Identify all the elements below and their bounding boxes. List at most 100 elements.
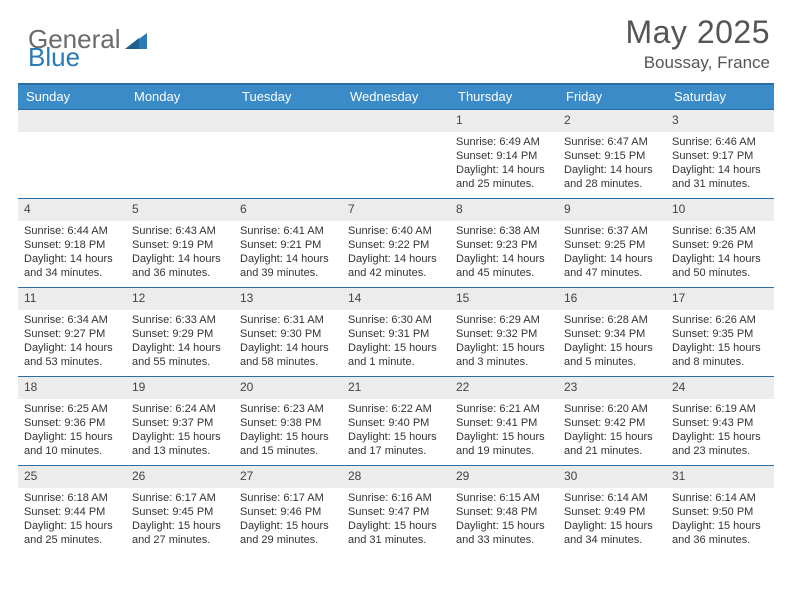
sunset-text: Sunset: 9:30 PM <box>240 327 336 341</box>
day-body: Sunrise: 6:26 AMSunset: 9:35 PMDaylight:… <box>666 310 774 374</box>
logo-line2: Blue <box>28 42 80 73</box>
sunrise-text: Sunrise: 6:22 AM <box>348 402 444 416</box>
daylight-text: Daylight: 15 hours and 21 minutes. <box>564 430 660 459</box>
day-body: Sunrise: 6:35 AMSunset: 9:26 PMDaylight:… <box>666 221 774 285</box>
day-body <box>342 132 450 139</box>
sunset-text: Sunset: 9:32 PM <box>456 327 552 341</box>
sunrise-text: Sunrise: 6:26 AM <box>672 313 768 327</box>
week-row: 1Sunrise: 6:49 AMSunset: 9:14 PMDaylight… <box>18 109 774 198</box>
logo-text-2: Blue <box>28 42 80 72</box>
sunset-text: Sunset: 9:15 PM <box>564 149 660 163</box>
day-cell: 26Sunrise: 6:17 AMSunset: 9:45 PMDayligh… <box>126 466 234 554</box>
daylight-text: Daylight: 15 hours and 19 minutes. <box>456 430 552 459</box>
location: Boussay, France <box>625 53 770 73</box>
day-number: 28 <box>342 466 450 488</box>
day-number <box>234 110 342 132</box>
day-number: 10 <box>666 199 774 221</box>
day-body: Sunrise: 6:19 AMSunset: 9:43 PMDaylight:… <box>666 399 774 463</box>
daylight-text: Daylight: 15 hours and 34 minutes. <box>564 519 660 548</box>
sunrise-text: Sunrise: 6:17 AM <box>132 491 228 505</box>
sunrise-text: Sunrise: 6:14 AM <box>672 491 768 505</box>
day-body: Sunrise: 6:40 AMSunset: 9:22 PMDaylight:… <box>342 221 450 285</box>
day-number: 18 <box>18 377 126 399</box>
header: General May 2025 Boussay, France <box>18 14 774 73</box>
daylight-text: Daylight: 14 hours and 55 minutes. <box>132 341 228 370</box>
day-body: Sunrise: 6:34 AMSunset: 9:27 PMDaylight:… <box>18 310 126 374</box>
day-number: 3 <box>666 110 774 132</box>
sunset-text: Sunset: 9:49 PM <box>564 505 660 519</box>
sunset-text: Sunset: 9:23 PM <box>456 238 552 252</box>
day-body: Sunrise: 6:21 AMSunset: 9:41 PMDaylight:… <box>450 399 558 463</box>
daylight-text: Daylight: 15 hours and 3 minutes. <box>456 341 552 370</box>
daylight-text: Daylight: 14 hours and 47 minutes. <box>564 252 660 281</box>
day-body: Sunrise: 6:17 AMSunset: 9:46 PMDaylight:… <box>234 488 342 552</box>
sunset-text: Sunset: 9:43 PM <box>672 416 768 430</box>
day-body: Sunrise: 6:22 AMSunset: 9:40 PMDaylight:… <box>342 399 450 463</box>
day-number: 13 <box>234 288 342 310</box>
sunset-text: Sunset: 9:38 PM <box>240 416 336 430</box>
daylight-text: Daylight: 15 hours and 31 minutes. <box>348 519 444 548</box>
sunrise-text: Sunrise: 6:33 AM <box>132 313 228 327</box>
day-number: 15 <box>450 288 558 310</box>
sunset-text: Sunset: 9:29 PM <box>132 327 228 341</box>
daylight-text: Daylight: 14 hours and 53 minutes. <box>24 341 120 370</box>
sunset-text: Sunset: 9:50 PM <box>672 505 768 519</box>
day-body: Sunrise: 6:43 AMSunset: 9:19 PMDaylight:… <box>126 221 234 285</box>
day-cell: 31Sunrise: 6:14 AMSunset: 9:50 PMDayligh… <box>666 466 774 554</box>
sunrise-text: Sunrise: 6:17 AM <box>240 491 336 505</box>
sunset-text: Sunset: 9:22 PM <box>348 238 444 252</box>
daylight-text: Daylight: 14 hours and 34 minutes. <box>24 252 120 281</box>
weekday-header: Saturday <box>666 85 774 109</box>
day-number: 7 <box>342 199 450 221</box>
sunset-text: Sunset: 9:44 PM <box>24 505 120 519</box>
day-number: 5 <box>126 199 234 221</box>
sunset-text: Sunset: 9:37 PM <box>132 416 228 430</box>
week-row: 11Sunrise: 6:34 AMSunset: 9:27 PMDayligh… <box>18 287 774 376</box>
daylight-text: Daylight: 15 hours and 29 minutes. <box>240 519 336 548</box>
day-body: Sunrise: 6:46 AMSunset: 9:17 PMDaylight:… <box>666 132 774 196</box>
weekday-header: Thursday <box>450 85 558 109</box>
sunset-text: Sunset: 9:36 PM <box>24 416 120 430</box>
day-body: Sunrise: 6:24 AMSunset: 9:37 PMDaylight:… <box>126 399 234 463</box>
sunset-text: Sunset: 9:14 PM <box>456 149 552 163</box>
daylight-text: Daylight: 14 hours and 42 minutes. <box>348 252 444 281</box>
sunset-text: Sunset: 9:40 PM <box>348 416 444 430</box>
day-body: Sunrise: 6:16 AMSunset: 9:47 PMDaylight:… <box>342 488 450 552</box>
day-number: 8 <box>450 199 558 221</box>
daylight-text: Daylight: 14 hours and 25 minutes. <box>456 163 552 192</box>
day-cell: 21Sunrise: 6:22 AMSunset: 9:40 PMDayligh… <box>342 377 450 465</box>
day-number: 16 <box>558 288 666 310</box>
day-cell <box>18 110 126 198</box>
day-number: 24 <box>666 377 774 399</box>
sunset-text: Sunset: 9:21 PM <box>240 238 336 252</box>
day-body: Sunrise: 6:37 AMSunset: 9:25 PMDaylight:… <box>558 221 666 285</box>
daylight-text: Daylight: 14 hours and 31 minutes. <box>672 163 768 192</box>
day-number: 6 <box>234 199 342 221</box>
day-cell: 7Sunrise: 6:40 AMSunset: 9:22 PMDaylight… <box>342 199 450 287</box>
sunset-text: Sunset: 9:42 PM <box>564 416 660 430</box>
day-number: 26 <box>126 466 234 488</box>
daylight-text: Daylight: 15 hours and 13 minutes. <box>132 430 228 459</box>
day-body: Sunrise: 6:49 AMSunset: 9:14 PMDaylight:… <box>450 132 558 196</box>
calendar-page: General May 2025 Boussay, France Blue Su… <box>0 0 792 612</box>
day-body <box>18 132 126 139</box>
day-cell: 27Sunrise: 6:17 AMSunset: 9:46 PMDayligh… <box>234 466 342 554</box>
sunset-text: Sunset: 9:25 PM <box>564 238 660 252</box>
day-cell: 2Sunrise: 6:47 AMSunset: 9:15 PMDaylight… <box>558 110 666 198</box>
day-body <box>126 132 234 139</box>
daylight-text: Daylight: 14 hours and 58 minutes. <box>240 341 336 370</box>
day-body: Sunrise: 6:14 AMSunset: 9:49 PMDaylight:… <box>558 488 666 552</box>
day-number: 25 <box>18 466 126 488</box>
day-cell: 24Sunrise: 6:19 AMSunset: 9:43 PMDayligh… <box>666 377 774 465</box>
sunrise-text: Sunrise: 6:49 AM <box>456 135 552 149</box>
day-body: Sunrise: 6:15 AMSunset: 9:48 PMDaylight:… <box>450 488 558 552</box>
day-number: 12 <box>126 288 234 310</box>
day-body: Sunrise: 6:14 AMSunset: 9:50 PMDaylight:… <box>666 488 774 552</box>
logo-triangle-icon <box>125 31 147 49</box>
day-number: 29 <box>450 466 558 488</box>
sunrise-text: Sunrise: 6:14 AM <box>564 491 660 505</box>
day-cell: 30Sunrise: 6:14 AMSunset: 9:49 PMDayligh… <box>558 466 666 554</box>
day-cell: 10Sunrise: 6:35 AMSunset: 9:26 PMDayligh… <box>666 199 774 287</box>
day-number: 27 <box>234 466 342 488</box>
day-cell: 8Sunrise: 6:38 AMSunset: 9:23 PMDaylight… <box>450 199 558 287</box>
